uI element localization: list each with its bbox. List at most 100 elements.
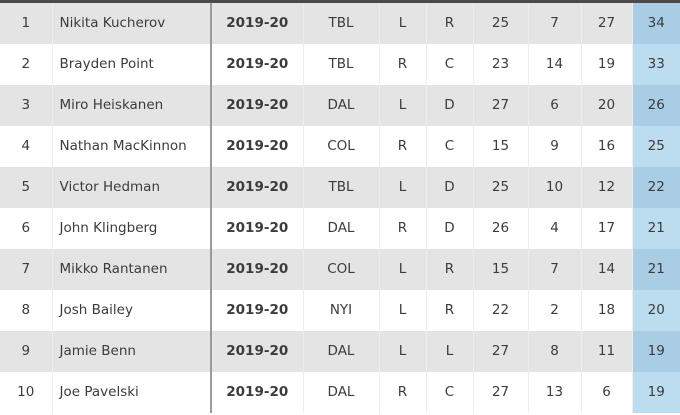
cell-a: 2 [528, 290, 582, 331]
cell-total: 26 [632, 85, 680, 126]
cell-g: 27 [473, 331, 529, 372]
cell-player: Jamie Benn [52, 331, 212, 372]
cell-a: 9 [528, 126, 582, 167]
cell-pos: L [426, 331, 474, 372]
cell-pos: C [426, 44, 474, 85]
cell-rank: 4 [0, 126, 53, 167]
cell-shoots: L [379, 85, 427, 126]
cell-a: 14 [528, 44, 582, 85]
table-row[interactable]: 6 John Klingberg 2019-20 DAL R D 26 4 17 21 [0, 208, 680, 249]
cell-rank: 10 [0, 372, 53, 413]
cell-pos: R [426, 249, 474, 290]
cell-a: 7 [528, 249, 582, 290]
cell-shoots: R [379, 208, 427, 249]
table-row[interactable]: 3 Miro Heiskanen 2019-20 DAL L D 27 6 20 26 [0, 85, 680, 126]
cell-pos: C [426, 372, 474, 413]
table-row[interactable]: 10 Joe Pavelski 2019-20 DAL R C 27 13 6 19 [0, 372, 680, 413]
cell-a: 8 [528, 331, 582, 372]
cell-total: 21 [632, 249, 680, 290]
cell-p: 18 [581, 290, 633, 331]
cell-rank: 7 [0, 249, 53, 290]
cell-total: 20 [632, 290, 680, 331]
player-stats-table: 1 Nikita Kucherov 2019-20 TBL L R 25 7 27 34 2 Bray… [0, 3, 680, 413]
cell-shoots: R [379, 126, 427, 167]
stats-table-body: 1 Nikita Kucherov 2019-20 TBL L R 25 7 27 34 2 Bray… [0, 3, 680, 413]
cell-p: 16 [581, 126, 633, 167]
cell-season: 2019-20 [211, 249, 304, 290]
table-row[interactable]: 4 Nathan MacKinnon 2019-20 COL R C 15 9 16 25 [0, 126, 680, 167]
cell-p: 6 [581, 372, 633, 413]
cell-rank: 8 [0, 290, 53, 331]
cell-team: DAL [303, 372, 380, 413]
cell-a: 6 [528, 85, 582, 126]
cell-pos: D [426, 85, 474, 126]
cell-season: 2019-20 [211, 3, 304, 44]
cell-team: TBL [303, 44, 380, 85]
cell-team: DAL [303, 331, 380, 372]
cell-player: Victor Hedman [52, 167, 212, 208]
cell-g: 23 [473, 44, 529, 85]
cell-g: 25 [473, 167, 529, 208]
cell-total: 33 [632, 44, 680, 85]
cell-team: NYI [303, 290, 380, 331]
cell-p: 17 [581, 208, 633, 249]
cell-shoots: L [379, 331, 427, 372]
cell-pos: R [426, 290, 474, 331]
cell-a: 7 [528, 3, 582, 44]
cell-total: 22 [632, 167, 680, 208]
table-row[interactable]: 8 Josh Bailey 2019-20 NYI L R 22 2 18 20 [0, 290, 680, 331]
table-row[interactable]: 1 Nikita Kucherov 2019-20 TBL L R 25 7 27 34 [0, 3, 680, 44]
table-row[interactable]: 2 Brayden Point 2019-20 TBL R C 23 14 19 33 [0, 44, 680, 85]
cell-rank: 1 [0, 3, 53, 44]
cell-rank: 5 [0, 167, 53, 208]
cell-g: 22 [473, 290, 529, 331]
table-row[interactable]: 7 Mikko Rantanen 2019-20 COL L R 15 7 14 21 [0, 249, 680, 290]
cell-season: 2019-20 [211, 126, 304, 167]
cell-rank: 3 [0, 85, 53, 126]
cell-total: 21 [632, 208, 680, 249]
cell-rank: 2 [0, 44, 53, 85]
cell-total: 19 [632, 372, 680, 413]
cell-team: COL [303, 126, 380, 167]
cell-player: Nathan MacKinnon [52, 126, 212, 167]
cell-season: 2019-20 [211, 208, 304, 249]
cell-rank: 9 [0, 331, 53, 372]
cell-player: Brayden Point [52, 44, 212, 85]
cell-season: 2019-20 [211, 372, 304, 413]
cell-player: Josh Bailey [52, 290, 212, 331]
cell-shoots: L [379, 167, 427, 208]
cell-pos: D [426, 208, 474, 249]
cell-player: Joe Pavelski [52, 372, 212, 413]
cell-player: Nikita Kucherov [52, 3, 212, 44]
cell-total: 34 [632, 3, 680, 44]
cell-p: 19 [581, 44, 633, 85]
table-row[interactable]: 9 Jamie Benn 2019-20 DAL L L 27 8 11 19 [0, 331, 680, 372]
cell-a: 13 [528, 372, 582, 413]
cell-rank: 6 [0, 208, 53, 249]
cell-total: 25 [632, 126, 680, 167]
cell-g: 27 [473, 85, 529, 126]
cell-p: 14 [581, 249, 633, 290]
cell-season: 2019-20 [211, 290, 304, 331]
cell-team: TBL [303, 167, 380, 208]
cell-a: 4 [528, 208, 582, 249]
cell-p: 12 [581, 167, 633, 208]
cell-g: 15 [473, 249, 529, 290]
cell-shoots: R [379, 44, 427, 85]
cell-p: 11 [581, 331, 633, 372]
table-row[interactable]: 5 Victor Hedman 2019-20 TBL L D 25 10 12 22 [0, 167, 680, 208]
cell-player: Mikko Rantanen [52, 249, 212, 290]
cell-season: 2019-20 [211, 44, 304, 85]
cell-team: TBL [303, 3, 380, 44]
cell-pos: R [426, 3, 474, 44]
cell-p: 27 [581, 3, 633, 44]
cell-shoots: L [379, 290, 427, 331]
cell-season: 2019-20 [211, 167, 304, 208]
cell-season: 2019-20 [211, 85, 304, 126]
cell-p: 20 [581, 85, 633, 126]
cell-team: COL [303, 249, 380, 290]
cell-player: John Klingberg [52, 208, 212, 249]
cell-g: 15 [473, 126, 529, 167]
cell-g: 25 [473, 3, 529, 44]
